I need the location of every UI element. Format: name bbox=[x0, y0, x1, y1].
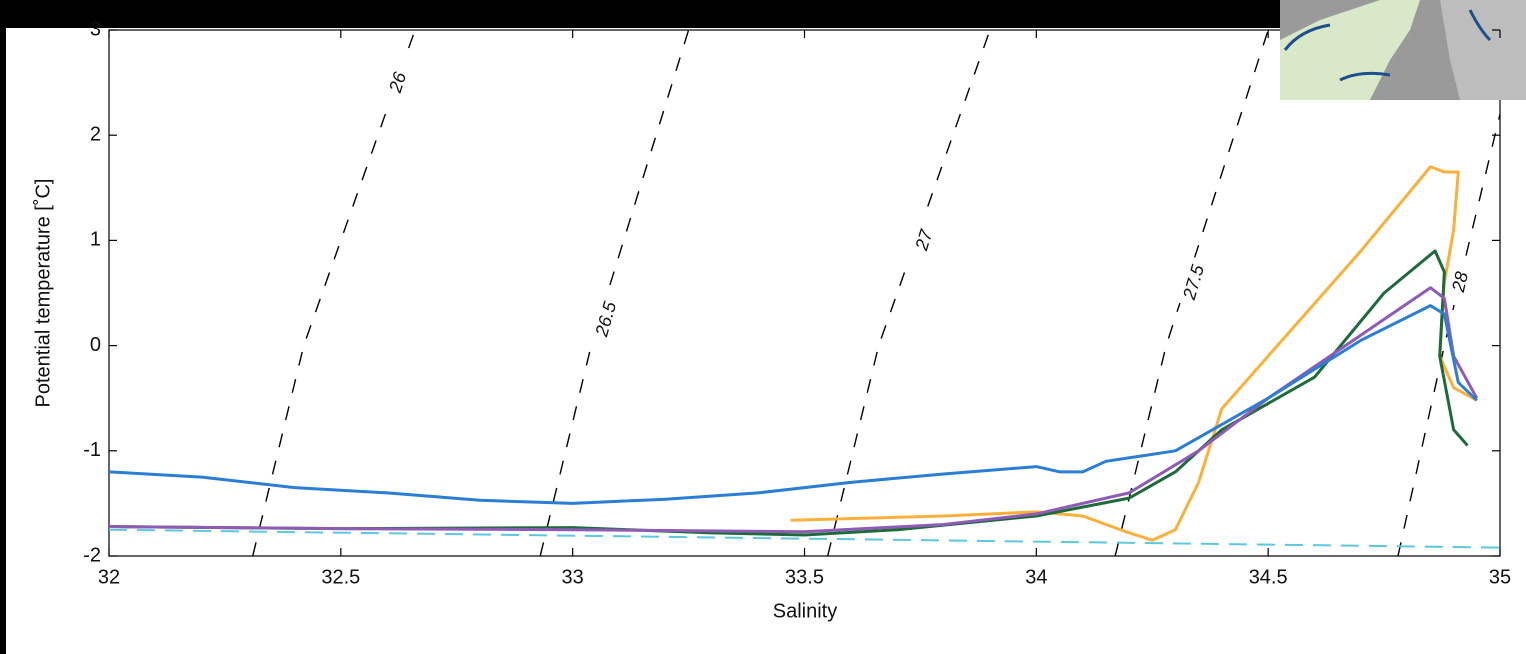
y-tick-label: -1 bbox=[83, 439, 101, 461]
x-tick-label: 35 bbox=[1489, 566, 1511, 588]
y-tick-label: 1 bbox=[90, 229, 101, 251]
isopycnal bbox=[540, 30, 688, 556]
left-band bbox=[0, 0, 6, 654]
series-line bbox=[109, 306, 1477, 504]
x-tick-label: 33 bbox=[562, 566, 584, 588]
x-axis-label: Salinity bbox=[773, 600, 837, 622]
plot-frame bbox=[109, 30, 1500, 556]
x-tick-label: 34 bbox=[1025, 566, 1047, 588]
series-line bbox=[109, 288, 1477, 532]
chart: Salinity Potential temperature [˚C] 3232… bbox=[0, 0, 1526, 654]
series-line bbox=[109, 251, 1468, 535]
isopycnal bbox=[253, 30, 415, 556]
series-line bbox=[791, 167, 1477, 540]
y-tick-label: 3 bbox=[90, 18, 101, 40]
x-tick-label: 32 bbox=[98, 566, 120, 588]
x-tick-label: 34.5 bbox=[1249, 566, 1288, 588]
x-tick-label: 32.5 bbox=[321, 566, 360, 588]
x-tick-label: 33.5 bbox=[785, 566, 824, 588]
inset-map bbox=[1280, 0, 1526, 100]
y-tick-label: 2 bbox=[90, 123, 101, 145]
y-tick-label: 0 bbox=[90, 334, 101, 356]
y-axis-label: Potential temperature [˚C] bbox=[32, 179, 54, 408]
y-tick-label: -2 bbox=[83, 544, 101, 566]
